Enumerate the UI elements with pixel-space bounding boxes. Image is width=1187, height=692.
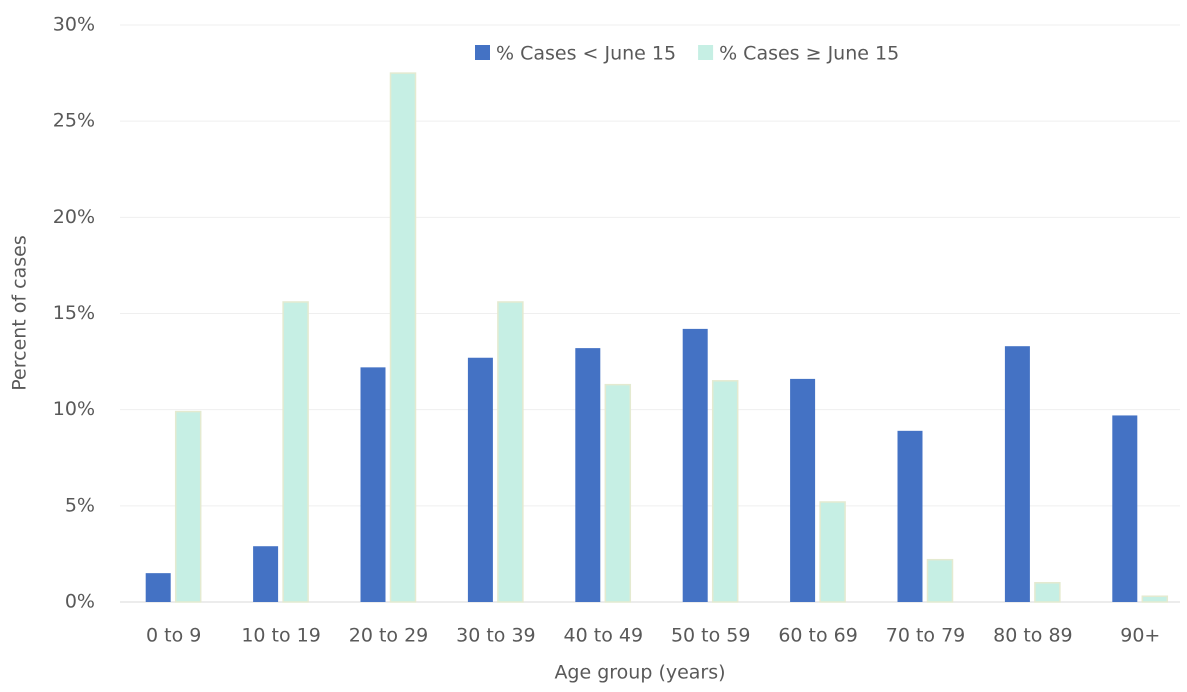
bar — [1141, 595, 1169, 603]
legend-label: % Cases < June 15 — [496, 43, 676, 65]
bar — [682, 328, 708, 602]
bar — [711, 380, 739, 603]
bar — [360, 367, 386, 602]
y-tick-label: 25% — [53, 110, 95, 132]
bar — [497, 301, 524, 603]
bar — [1034, 582, 1061, 603]
x-tick-label: 30 to 39 — [456, 625, 536, 647]
bar — [389, 72, 417, 603]
y-tick-label: 20% — [53, 206, 95, 228]
legend-swatch — [475, 45, 490, 60]
x-tick-label: 70 to 79 — [886, 625, 966, 647]
bar — [1112, 415, 1138, 602]
x-tick-label: 90+ — [1120, 625, 1160, 647]
bar — [819, 501, 846, 603]
x-tick-label: 0 to 9 — [146, 625, 201, 647]
bar — [282, 301, 309, 603]
x-axis-label: Age group (years) — [554, 662, 725, 684]
bar — [790, 378, 816, 602]
bar — [467, 357, 493, 602]
x-tick-label: 10 to 19 — [241, 625, 321, 647]
bar — [575, 348, 601, 602]
y-tick-label: 5% — [65, 494, 95, 516]
y-tick-label: 0% — [65, 591, 95, 613]
y-tick-label: 10% — [53, 398, 95, 420]
bar — [604, 383, 632, 603]
x-tick-label: 50 to 59 — [671, 625, 751, 647]
bar — [253, 546, 279, 602]
bar — [145, 573, 171, 602]
x-tick-label: 60 to 69 — [778, 625, 858, 647]
bar — [926, 558, 954, 603]
x-tick-label: 40 to 49 — [564, 625, 644, 647]
legend-swatch — [698, 45, 714, 60]
legend-label: % Cases ≥ June 15 — [719, 43, 899, 65]
y-tick-label: 15% — [53, 302, 95, 324]
y-axis-label: Percent of cases — [9, 235, 31, 390]
x-tick-label: 20 to 29 — [349, 625, 429, 647]
bar — [1004, 346, 1030, 602]
bar — [897, 430, 923, 602]
x-tick-label: 80 to 89 — [993, 625, 1073, 647]
bar — [174, 410, 202, 603]
y-tick-label: 30% — [53, 14, 95, 36]
